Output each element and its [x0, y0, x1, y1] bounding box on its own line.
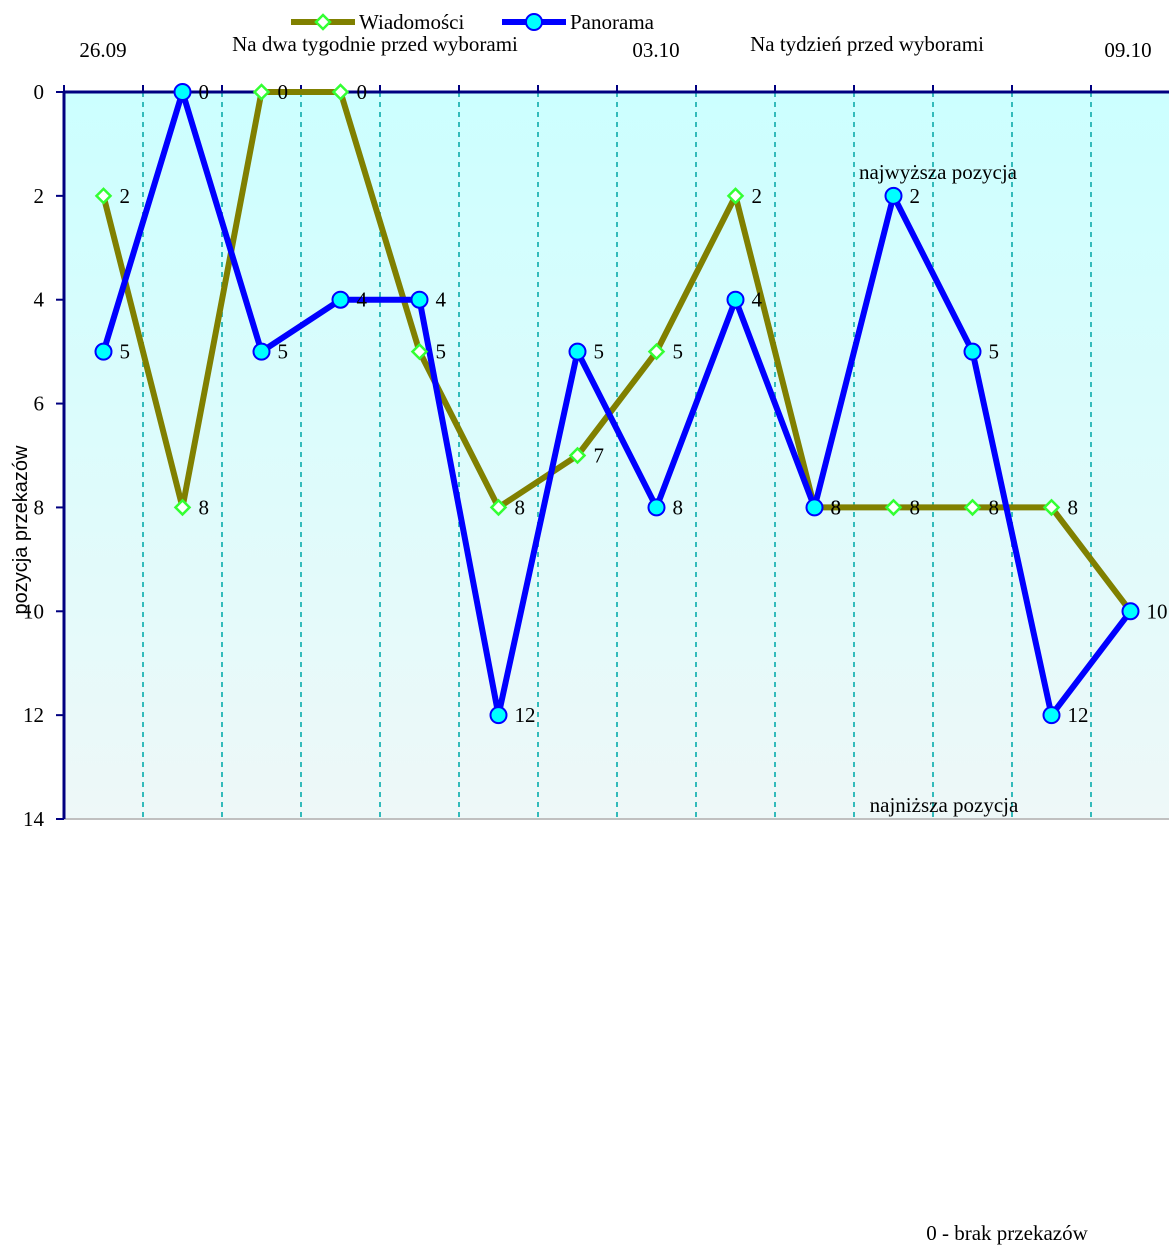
series-panorama	[100, 89, 1133, 719]
series-line	[100, 89, 1133, 719]
data-label: 0	[357, 80, 368, 104]
y-axis-ticks: 0 2 4 6 8 10 12 14	[23, 80, 64, 831]
data-label: 5	[436, 340, 447, 364]
top-section-label-1: Na dwa tygodnie przed wyborami	[232, 32, 518, 56]
data-point	[963, 498, 982, 517]
top-date-label-3: 09.10	[1104, 38, 1151, 62]
data-point	[252, 83, 271, 101]
data-point	[805, 498, 824, 517]
series-markers-panorama	[94, 83, 1140, 725]
legend: Wiadomości Panorama	[291, 10, 655, 34]
data-point	[1121, 602, 1140, 621]
legend-marker-panorama	[525, 13, 543, 31]
data-label: 8	[831, 495, 842, 519]
data-label: 4	[436, 288, 447, 312]
data-point	[647, 342, 666, 361]
data-label: 5	[989, 340, 1000, 364]
data-labels-panorama: 5 0 5 4 4 12 5 8 4 8 2 5 12 10	[120, 80, 1168, 727]
y-tick-label: 0	[34, 80, 45, 104]
y-tick-label: 2	[34, 184, 45, 208]
annotation-bottom: najniższa pozycja	[870, 793, 1019, 817]
y-tick-label: 10	[23, 599, 44, 623]
data-point	[1042, 498, 1061, 517]
legend-marker-wiadomosci	[314, 13, 332, 31]
data-point	[647, 498, 666, 517]
data-point	[410, 290, 429, 309]
data-label: 8	[199, 495, 210, 519]
data-point	[410, 342, 429, 361]
legend-label-panorama: Panorama	[570, 10, 655, 34]
data-label: 2	[752, 184, 763, 208]
data-label: 8	[515, 495, 526, 519]
x-axis-ticks	[63, 85, 1092, 92]
data-point	[252, 342, 271, 361]
data-labels-wiadomosci: 2 8 0 0 5 8 7 5 2 8 8 8 8	[120, 80, 1079, 519]
data-point	[726, 187, 745, 205]
data-label: 5	[673, 340, 684, 364]
data-point	[568, 342, 587, 361]
data-label: 8	[910, 495, 921, 519]
data-point	[173, 83, 192, 101]
top-date-label-2: 03.10	[632, 38, 679, 62]
data-label: 8	[989, 495, 1000, 519]
data-point	[489, 706, 508, 725]
data-point	[726, 290, 745, 309]
data-point	[173, 498, 192, 517]
series-wiadomosci	[100, 89, 1133, 614]
y-tick-label: 12	[23, 703, 44, 727]
data-label: 7	[594, 444, 605, 468]
data-label: 12	[1068, 703, 1089, 727]
data-label: 2	[910, 184, 921, 208]
data-label: 5	[594, 340, 605, 364]
series-layer: 2 8 0 0 5 8 7 5 2 8 8 8 85 0 5 4 4 12 5 8 4 8 2 5 12 10	[94, 80, 1168, 727]
data-point	[884, 186, 903, 205]
data-label: 8	[673, 495, 684, 519]
y-tick-label: 14	[23, 807, 45, 831]
data-label: 12	[515, 703, 536, 727]
series-line	[100, 89, 1133, 614]
y-tick-label: 8	[34, 495, 45, 519]
data-label: 8	[831, 495, 842, 519]
data-label: 10	[1147, 599, 1168, 623]
data-label: 4	[357, 288, 368, 312]
top-section-label-2: Na tydzień przed wyborami	[750, 32, 984, 56]
data-label: 4	[752, 288, 763, 312]
data-point	[94, 187, 113, 205]
data-label: 5	[120, 340, 131, 364]
data-point	[884, 498, 903, 517]
data-label: 5	[278, 340, 289, 364]
data-point	[489, 498, 508, 517]
data-point	[1042, 706, 1061, 725]
data-point	[331, 83, 350, 101]
data-point	[331, 290, 350, 309]
y-tick-label: 6	[34, 392, 45, 416]
footnote: 0 - brak przekazów	[926, 1221, 1088, 1245]
legend-label-wiadomosci: Wiadomości	[359, 10, 464, 34]
annotation-top: najwyższa pozycja	[859, 160, 1018, 184]
y-axis-title: pozycja przekazów	[10, 445, 32, 615]
data-label: 0	[199, 80, 210, 104]
y-tick-label: 4	[34, 288, 45, 312]
data-point	[94, 342, 113, 361]
data-label: 8	[1068, 495, 1079, 519]
data-point	[963, 342, 982, 361]
data-label: 2	[120, 184, 131, 208]
top-date-label-1: 26.09	[79, 38, 126, 62]
data-label: 0	[278, 80, 289, 104]
data-point	[568, 446, 587, 465]
